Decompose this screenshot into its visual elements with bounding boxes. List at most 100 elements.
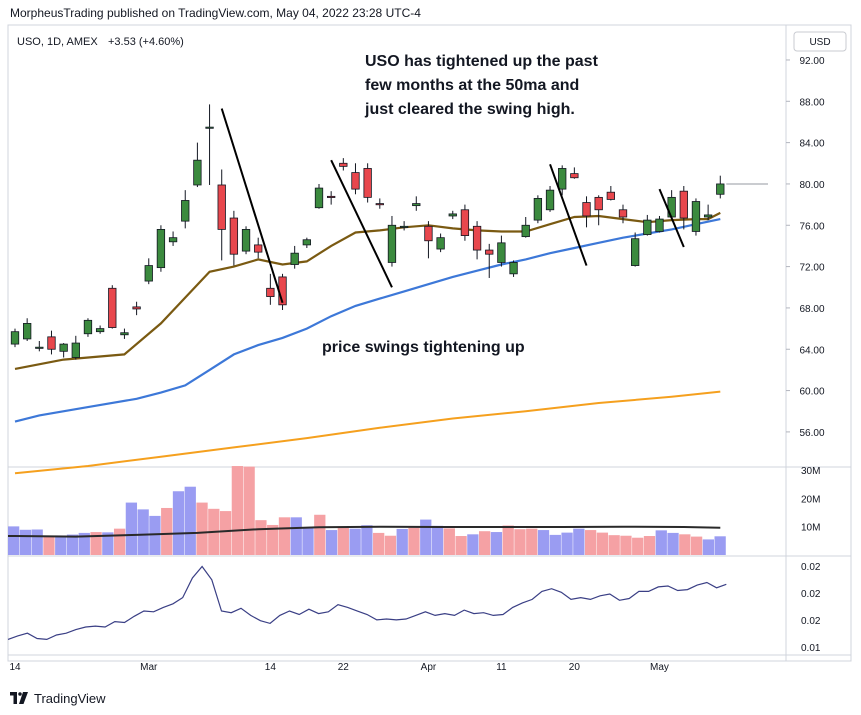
volume-bar: [384, 535, 397, 555]
candle-body: [290, 252, 299, 265]
time-tick-label: 14: [265, 662, 277, 673]
volume-bar: [219, 511, 232, 555]
candle: [582, 196, 591, 228]
volume-bar: [596, 532, 609, 555]
annotation-bottom: price swings tightening up: [322, 339, 525, 356]
chart-border: [7, 24, 852, 662]
candle-body: [570, 173, 579, 179]
candle-body: [168, 237, 178, 243]
candle-body: [47, 336, 56, 350]
oscillator-tick-label: 0.02: [801, 589, 821, 600]
ma-line-20ma: [14, 211, 721, 370]
oscillator-tick-label: 0.01: [801, 643, 821, 654]
candle-body: [120, 332, 129, 336]
candle-body: [703, 214, 713, 218]
candle: [205, 104, 214, 185]
candle: [436, 233, 445, 253]
volume-bar: [514, 529, 526, 555]
volume-bar: [702, 539, 715, 555]
candle-body: [327, 195, 336, 198]
candle-body: [254, 244, 263, 253]
candle: [120, 328, 129, 339]
candle: [314, 183, 324, 209]
volume-bar: [19, 529, 32, 555]
volume-bar: [231, 466, 244, 555]
candle-body: [606, 191, 615, 200]
candle-body: [23, 323, 32, 340]
volume-bar: [243, 466, 255, 555]
volume-bar: [561, 532, 573, 555]
candle: [266, 273, 275, 305]
volume-tick-label: 10M: [801, 523, 820, 534]
volume-bar: [267, 524, 279, 555]
time-tick-label: May: [650, 662, 669, 673]
candle-body: [83, 319, 93, 335]
volume-bar: [608, 535, 620, 555]
currency-label: USD: [809, 37, 830, 48]
volume-bar: [526, 528, 538, 555]
currency-button[interactable]: USD: [793, 31, 847, 52]
candle: [448, 210, 457, 220]
tradingview-logo-icon: [10, 692, 28, 704]
candle-body: [205, 126, 214, 129]
price-tick-label: 72.00: [799, 263, 824, 274]
candle-body: [716, 183, 725, 195]
price-tick-label: 68.00: [799, 304, 824, 315]
volume-bar: [55, 535, 67, 555]
oscillator-tick-label: 0.02: [801, 562, 821, 573]
time-tick-label: Apr: [421, 662, 437, 673]
candle: [254, 237, 263, 259]
volume-bar: [361, 525, 373, 555]
candle-body: [217, 184, 226, 230]
candle: [412, 196, 421, 211]
candle-body: [193, 159, 202, 186]
candle: [387, 215, 397, 267]
volume-bar: [479, 531, 491, 555]
candle: [631, 232, 640, 267]
candle-body: [460, 209, 470, 237]
price-tick-label: 56.00: [799, 428, 824, 439]
price-tick-label: 76.00: [799, 221, 824, 232]
volume-bar: [43, 535, 55, 555]
candle-body: [424, 225, 433, 242]
candle: [47, 330, 56, 355]
volume-bar: [502, 525, 514, 555]
candle: [533, 195, 543, 224]
candle: [229, 210, 239, 266]
candle: [351, 163, 360, 195]
volume-bar: [537, 530, 550, 555]
price-tick-label: 84.00: [799, 139, 824, 150]
volume-bar: [714, 536, 726, 555]
volume-bar: [431, 525, 444, 555]
volume-bar: [655, 530, 667, 555]
trendline: [330, 159, 393, 288]
candle: [181, 190, 190, 229]
candle: [95, 325, 105, 334]
candle-body: [631, 238, 640, 266]
candle-body: [302, 239, 311, 246]
time-tick-label: 14: [9, 662, 21, 673]
volume-bar: [690, 536, 703, 555]
candle: [290, 245, 299, 269]
candle: [83, 318, 93, 337]
candle: [509, 260, 518, 277]
candle-body: [485, 249, 494, 255]
candle-body: [314, 187, 324, 209]
candle: [59, 343, 68, 358]
volume-bar: [78, 532, 90, 555]
volume-bar: [31, 529, 43, 555]
trendline: [549, 163, 588, 266]
candle-body: [472, 225, 482, 251]
candle: [655, 215, 664, 233]
time-tick-label: Mar: [140, 662, 158, 673]
candle-body: [521, 224, 530, 238]
candle-body: [643, 219, 652, 235]
candle: [132, 301, 141, 316]
candle-body: [497, 242, 506, 263]
time-tick-label: 20: [569, 662, 581, 673]
volume-bar: [66, 534, 79, 555]
candle-body: [691, 201, 701, 232]
candle: [558, 165, 567, 196]
candle: [460, 204, 470, 241]
